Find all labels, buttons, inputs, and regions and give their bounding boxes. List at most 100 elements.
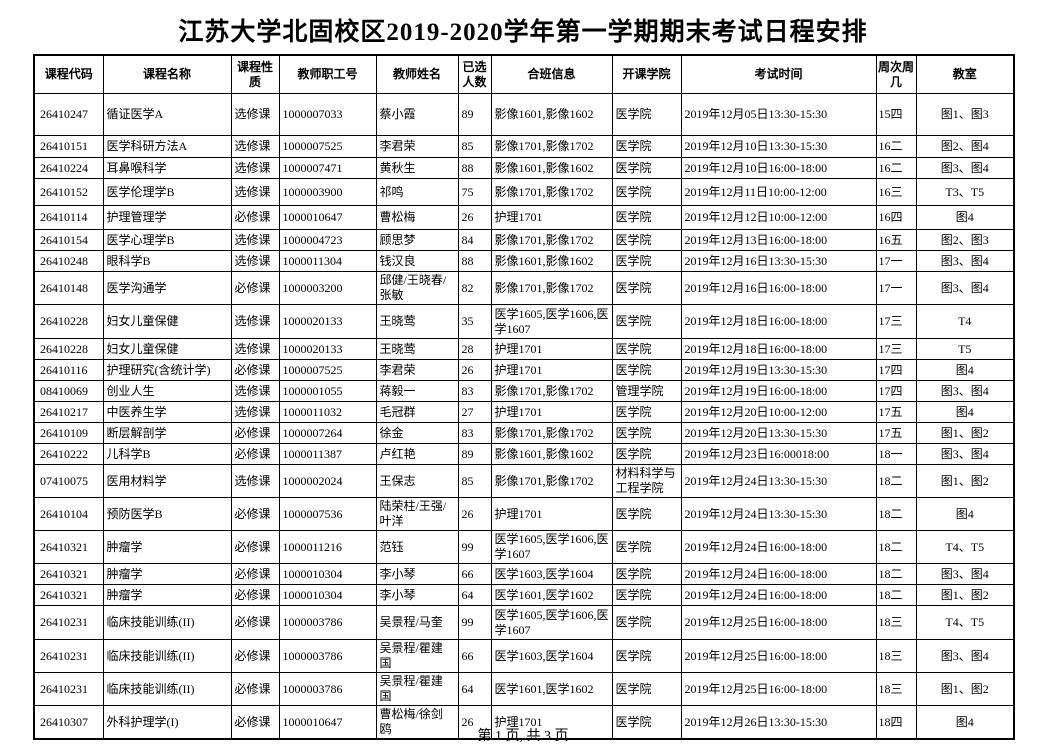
cell-exam-time: 2019年12月19日16:00-18:00 (680, 380, 877, 402)
cell-course-type: 必修课 (230, 563, 280, 585)
cell-course-name: 医用材料学 (102, 464, 232, 498)
cell-classroom: 图4 (915, 497, 1015, 531)
cell-teacher-name: 毛冠群 (375, 401, 459, 423)
cell-teacher-name: 王晓莺 (375, 304, 459, 339)
cell-course-name: 医学科研方法A (102, 135, 232, 158)
cell-classroom: 图1、图3 (915, 93, 1015, 136)
cell-college: 医学院 (611, 250, 682, 272)
table-row: 26410321 肿瘤学 必修课 1000010304 李小琴 66 医学1603,医学16… (33, 563, 1015, 585)
cell-exam-time: 2019年12月19日13:30-15:30 (680, 359, 877, 381)
cell-teacher-name: 徐金 (375, 422, 459, 444)
cell-class-info: 护理1701 (490, 705, 613, 740)
cell-classroom: 图3、图4 (915, 157, 1015, 179)
cell-college: 医学院 (611, 205, 682, 230)
cell-enrolled-count: 28 (457, 338, 492, 360)
cell-teacher-name: 蒋毅一 (375, 380, 459, 402)
cell-teacher-name: 王保志 (375, 464, 459, 498)
cell-classroom: T4、T5 (915, 605, 1015, 640)
table-row: 07410075 医用材料学 选修课 1000002024 王保志 85 影像1701,影像… (33, 464, 1015, 498)
cell-week-day: 18三 (875, 639, 917, 673)
cell-classroom: T5 (915, 338, 1015, 360)
cell-class-info: 医学1603,医学1604 (490, 563, 613, 585)
cell-week-day: 15四 (875, 93, 917, 136)
table-row: 26410224 耳鼻喉科学 选修课 1000007471 黄秋生 88 影像1601,影像… (33, 157, 1015, 179)
cell-staff-id: 1000010647 (278, 705, 377, 740)
cell-college: 医学院 (611, 178, 682, 206)
cell-college: 医学院 (611, 271, 682, 305)
table-row: 26410228 妇女儿童保健 选修课 1000020133 王晓莺 28 护理1701 医学… (33, 338, 1015, 360)
cell-exam-time: 2019年12月05日13:30-15:30 (680, 93, 877, 136)
cell-enrolled-count: 75 (457, 178, 492, 206)
cell-week-day: 18二 (875, 563, 917, 585)
cell-course-code: 26410231 (33, 605, 104, 640)
cell-week-day: 17一 (875, 250, 917, 272)
cell-week-day: 17一 (875, 271, 917, 305)
cell-enrolled-count: 82 (457, 271, 492, 305)
cell-week-day: 17五 (875, 422, 917, 444)
cell-course-code: 26410154 (33, 229, 104, 251)
cell-teacher-name: 曹松梅 (375, 205, 459, 230)
cell-course-name: 医学心理学B (102, 229, 232, 251)
cell-course-name: 中医养生学 (102, 401, 232, 423)
cell-exam-time: 2019年12月13日16:00-18:00 (680, 229, 877, 251)
cell-staff-id: 1000007471 (278, 157, 377, 179)
cell-class-info: 影像1701,影像1702 (490, 464, 613, 498)
column-header-course-type: 课程性质 (230, 54, 280, 94)
cell-course-code: 26410104 (33, 497, 104, 531)
cell-enrolled-count: 83 (457, 380, 492, 402)
cell-enrolled-count: 88 (457, 250, 492, 272)
cell-classroom: 图3、图4 (915, 380, 1015, 402)
cell-staff-id: 1000011032 (278, 401, 377, 423)
cell-course-name: 断层解剖学 (102, 422, 232, 444)
cell-teacher-name: 李君荣 (375, 359, 459, 381)
cell-staff-id: 1000007033 (278, 93, 377, 136)
cell-course-name: 儿科学B (102, 443, 232, 465)
cell-exam-time: 2019年12月25日16:00-18:00 (680, 639, 877, 673)
table-row: 26410148 医学沟通学 必修课 1000003200 邱健/王晓春/张敏 82 影像1… (33, 271, 1015, 305)
cell-exam-time: 2019年12月23日16:00018:00 (680, 443, 877, 465)
cell-course-name: 预防医学B (102, 497, 232, 531)
cell-class-info: 影像1601,影像1602 (490, 157, 613, 179)
cell-enrolled-count: 84 (457, 229, 492, 251)
cell-course-code: 08410069 (33, 380, 104, 402)
cell-course-code: 26410114 (33, 205, 104, 230)
cell-staff-id: 1000007536 (278, 497, 377, 531)
cell-course-type: 选修课 (230, 157, 280, 179)
cell-staff-id: 1000007264 (278, 422, 377, 444)
cell-classroom: T4、T5 (915, 530, 1015, 564)
cell-week-day: 18二 (875, 530, 917, 564)
cell-exam-time: 2019年12月16日16:00-18:00 (680, 271, 877, 305)
cell-class-info: 护理1701 (490, 205, 613, 230)
cell-teacher-name: 黄秋生 (375, 157, 459, 179)
cell-week-day: 18三 (875, 672, 917, 706)
page-title: 江苏大学北固校区2019-2020学年第一学期期末考试日程安排 (178, 19, 868, 46)
cell-exam-time: 2019年12月18日16:00-18:00 (680, 338, 877, 360)
cell-enrolled-count: 26 (457, 359, 492, 381)
cell-college: 医学院 (611, 304, 682, 339)
cell-enrolled-count: 85 (457, 464, 492, 498)
cell-college: 医学院 (611, 497, 682, 531)
cell-staff-id: 1000011304 (278, 250, 377, 272)
cell-course-code: 26410116 (33, 359, 104, 381)
cell-week-day: 18一 (875, 443, 917, 465)
cell-teacher-name: 吴景程/瞿建国 (375, 672, 459, 706)
cell-enrolled-count: 99 (457, 605, 492, 640)
cell-classroom: 图4 (915, 401, 1015, 423)
cell-class-info: 影像1601,影像1602 (490, 250, 613, 272)
table-row: 26410231 临床技能训练(II) 必修课 1000003786 吴景程/马奎 99 医… (33, 605, 1015, 640)
cell-staff-id: 1000001055 (278, 380, 377, 402)
cell-course-name: 医学伦理学B (102, 178, 232, 206)
cell-college: 医学院 (611, 672, 682, 706)
cell-course-name: 创业人生 (102, 380, 232, 402)
cell-course-type: 必修课 (230, 443, 280, 465)
cell-course-name: 妇女儿童保健 (102, 304, 232, 339)
cell-class-info: 医学1601,医学1602 (490, 672, 613, 706)
cell-teacher-name: 钱汉良 (375, 250, 459, 272)
table-row: 26410152 医学伦理学B 选修课 1000003900 祁鸣 75 影像1701,影像… (33, 178, 1015, 206)
cell-college: 医学院 (611, 422, 682, 444)
cell-staff-id: 1000003786 (278, 605, 377, 640)
cell-classroom: 图2、图4 (915, 135, 1015, 158)
cell-staff-id: 1000020133 (278, 338, 377, 360)
cell-course-name: 妇女儿童保健 (102, 338, 232, 360)
cell-exam-time: 2019年12月24日16:00-18:00 (680, 563, 877, 585)
